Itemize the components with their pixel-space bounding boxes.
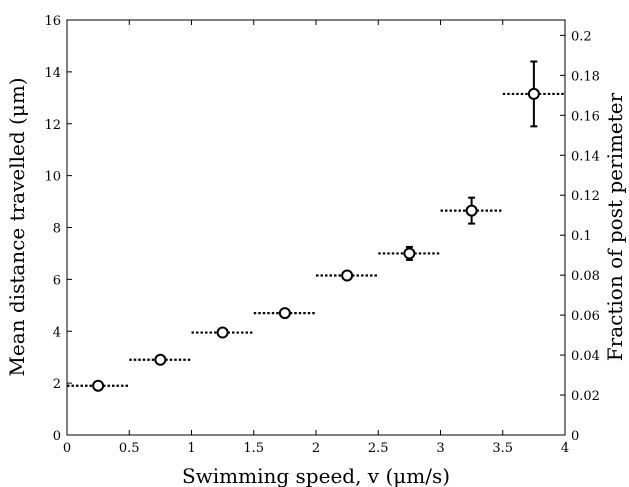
x-tick-label: 3.5 bbox=[492, 441, 513, 456]
y2-tick-label: 0.12 bbox=[571, 189, 600, 204]
data-point bbox=[527, 87, 540, 100]
y2-tick-label: 0 bbox=[571, 429, 579, 444]
errorbar-layer bbox=[67, 60, 565, 388]
x-tick-label: 0.5 bbox=[119, 441, 140, 456]
y-tick-label: 16 bbox=[44, 14, 61, 29]
y2-tick-label: 0.08 bbox=[571, 269, 600, 284]
data-point bbox=[154, 353, 167, 366]
x-tick-label: 1.5 bbox=[243, 441, 264, 456]
tick-layer: 0 0.5 1 1.5 2 2.5 3 3.5 4024681012141600.020.040… bbox=[44, 14, 600, 456]
y2-tick-label: 0.2 bbox=[571, 29, 592, 44]
x-tick-label: 4 bbox=[561, 441, 569, 456]
y2-tick-label: 0.16 bbox=[571, 109, 600, 124]
y2-tick-label: 0.14 bbox=[571, 149, 600, 164]
y2-tick-label: 0.06 bbox=[571, 309, 600, 324]
x-tick-label: 1 bbox=[187, 441, 195, 456]
x-tick-label: 2 bbox=[312, 441, 320, 456]
plot-frame bbox=[66, 19, 566, 436]
x-tick-label: 0 bbox=[63, 441, 71, 456]
x-axis-label: Swimming speed, v (μm/s) bbox=[182, 464, 450, 487]
y-tick-label: 8 bbox=[53, 222, 61, 237]
data-point bbox=[92, 379, 105, 392]
data-point bbox=[278, 307, 291, 320]
x-tick-label: 3 bbox=[436, 441, 444, 456]
y2-tick-label: 0.1 bbox=[571, 229, 592, 244]
y-tick-label: 2 bbox=[53, 377, 61, 392]
y-tick-label: 14 bbox=[44, 66, 61, 81]
points-layer bbox=[92, 87, 540, 392]
y-tick-label: 12 bbox=[44, 118, 61, 133]
data-point bbox=[403, 247, 416, 260]
y2-tick-label: 0.04 bbox=[571, 349, 600, 364]
y-tick-label: 6 bbox=[53, 273, 61, 288]
y2-tick-label: 0.02 bbox=[571, 389, 600, 404]
y-tick-label: 0 bbox=[53, 429, 61, 444]
y-tick-label: 4 bbox=[53, 325, 61, 340]
y-axis-label: Mean distance travelled (μm) bbox=[5, 77, 29, 376]
data-point bbox=[216, 326, 229, 339]
y2-axis-label: Fraction of post perimeter bbox=[603, 92, 627, 361]
x-tick-label: 2.5 bbox=[368, 441, 389, 456]
y-tick-label: 10 bbox=[44, 170, 61, 185]
y2-tick-label: 0.18 bbox=[571, 69, 600, 84]
data-point bbox=[341, 269, 354, 282]
data-point bbox=[465, 204, 478, 217]
